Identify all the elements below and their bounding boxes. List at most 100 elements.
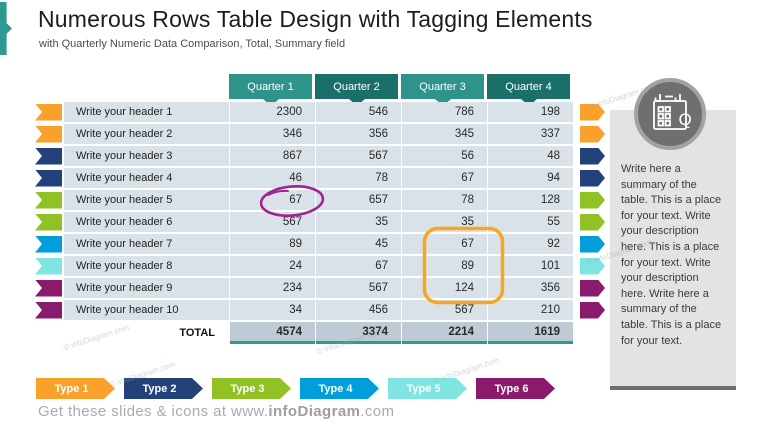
type-tag-4: Type 4 (300, 378, 379, 399)
cell-q2: 546 (316, 102, 401, 122)
total-q4: 1619 (488, 322, 573, 344)
table-row: Write your header 5 67 657 78 128 (35, 190, 605, 210)
type-tag-label: Type 6 (494, 382, 529, 395)
cell-q1: 567 (230, 212, 315, 232)
cell-q4: 337 (488, 124, 573, 144)
row-tag-arrow-icon (580, 169, 605, 187)
cell-q4: 198 (488, 102, 573, 122)
row-label: Write your header 8 (64, 256, 229, 276)
row-tag-arrow-icon (580, 257, 605, 275)
title-accent-ribbon (0, 2, 12, 55)
data-table: Write your header 1 2300 546 786 198 Wri… (35, 102, 605, 346)
type-tag-6: Type 6 (476, 378, 555, 399)
row-tag-flag-icon (35, 257, 62, 275)
cell-q3: 345 (402, 124, 487, 144)
cell-q2: 35 (316, 212, 401, 232)
row-tag-flag-icon (35, 125, 62, 143)
total-label: TOTAL (179, 327, 215, 339)
row-tag-arrow-icon (580, 235, 605, 253)
row-tag-flag-icon (35, 213, 62, 231)
row-tag-flag-icon (35, 169, 62, 187)
summary-panel: Write here a summary of the table. This … (610, 110, 736, 390)
cell-q4: 55 (488, 212, 573, 232)
row-label: Write your header 1 (64, 102, 229, 122)
cell-q2: 356 (316, 124, 401, 144)
type-tag-1: Type 1 (36, 378, 115, 399)
cell-q1: 89 (230, 234, 315, 254)
cell-q4: 210 (488, 300, 573, 320)
cell-q3: 78 (402, 190, 487, 210)
row-label: Write your header 2 (64, 124, 229, 144)
cell-q4: 101 (488, 256, 573, 276)
cell-q3-boxed: 89 (402, 256, 487, 276)
table-row: Write your header 7 89 45 67 92 (35, 234, 605, 254)
total-q2: 3374 (316, 322, 401, 344)
cell-q4: 92 (488, 234, 573, 254)
footer-credit: Get these slides & icons at www.infoDiag… (38, 403, 394, 420)
row-tag-arrow-icon (580, 147, 605, 165)
table-row: Write your header 1 2300 546 786 198 (35, 102, 605, 122)
row-label: Write your header 4 (64, 168, 229, 188)
table-total-row: TOTAL 4574 3374 2214 1619 (35, 322, 605, 344)
row-tag-arrow-icon (580, 191, 605, 209)
icon-letter: Q (679, 110, 692, 129)
row-tag-flag-icon (35, 301, 62, 319)
type-tag-label: Type 2 (142, 382, 177, 395)
row-label: Write your header 9 (64, 278, 229, 298)
cell-q3: 35 (402, 212, 487, 232)
row-label: Write your header 5 (64, 190, 229, 210)
row-tag-arrow-icon (580, 301, 605, 319)
row-tag-arrow-icon (580, 279, 605, 297)
column-header-quarter-1: Quarter 1 (229, 74, 312, 99)
cell-q1: 24 (230, 256, 315, 276)
cell-q3-boxed: 67 (402, 234, 487, 254)
table-row: Write your header 9 234 567 124 356 (35, 278, 605, 298)
type-tag-label: Type 4 (318, 382, 353, 395)
row-tag-flag-icon (35, 147, 62, 165)
cell-q2: 78 (316, 168, 401, 188)
row-tag-arrow-icon (580, 125, 605, 143)
row-label: Write your header 3 (64, 146, 229, 166)
cell-q3: 786 (402, 102, 487, 122)
row-tag-flag-icon (35, 235, 62, 253)
row-label: Write your header 10 (64, 300, 229, 320)
table-row: Write your header 6 567 35 35 55 (35, 212, 605, 232)
type-tag-label: Type 3 (230, 382, 265, 395)
cell-q2: 456 (316, 300, 401, 320)
slide-subtitle: with Quarterly Numeric Data Comparison, … (39, 38, 346, 50)
cell-q1: 34 (230, 300, 315, 320)
row-tag-arrow-icon (580, 213, 605, 231)
type-legend: Type 1 Type 2 Type 3 Type 4 Type 5 Type … (36, 378, 555, 399)
summary-text: Write here a summary of the table. This … (621, 163, 722, 347)
footer-brand: infoDiagram (268, 403, 361, 420)
table-row: Write your header 10 34 456 567 210 (35, 300, 605, 320)
type-tag-label: Type 1 (54, 382, 89, 395)
total-q1: 4574 (230, 322, 315, 344)
cell-q1: 346 (230, 124, 315, 144)
cell-q1: 46 (230, 168, 315, 188)
cell-q4: 356 (488, 278, 573, 298)
row-label: Write your header 6 (64, 212, 229, 232)
quarterly-calendar-icon: Q (634, 78, 706, 150)
column-header-quarter-2: Quarter 2 (315, 74, 398, 99)
cell-q2: 567 (316, 278, 401, 298)
type-tag-label: Type 5 (406, 382, 441, 395)
cell-q3: 67 (402, 168, 487, 188)
row-tag-flag-icon (35, 103, 62, 121)
cell-q3-boxed: 124 (402, 278, 487, 298)
cell-q1: 2300 (230, 102, 315, 122)
row-label: Write your header 7 (64, 234, 229, 254)
cell-q2: 67 (316, 256, 401, 276)
table-row: Write your header 2 346 356 345 337 (35, 124, 605, 144)
row-tag-flag-icon (35, 191, 62, 209)
cell-q2: 657 (316, 190, 401, 210)
cell-q3: 56 (402, 146, 487, 166)
table-column-headers: Quarter 1 Quarter 2 Quarter 3 Quarter 4 (229, 74, 570, 99)
slide-title: Numerous Rows Table Design with Tagging … (38, 6, 593, 32)
cell-q2: 45 (316, 234, 401, 254)
cell-q1-circled: 67 (230, 190, 315, 210)
table-row: Write your header 8 24 67 89 101 (35, 256, 605, 276)
total-q3: 2214 (402, 322, 487, 344)
type-tag-3: Type 3 (212, 378, 291, 399)
